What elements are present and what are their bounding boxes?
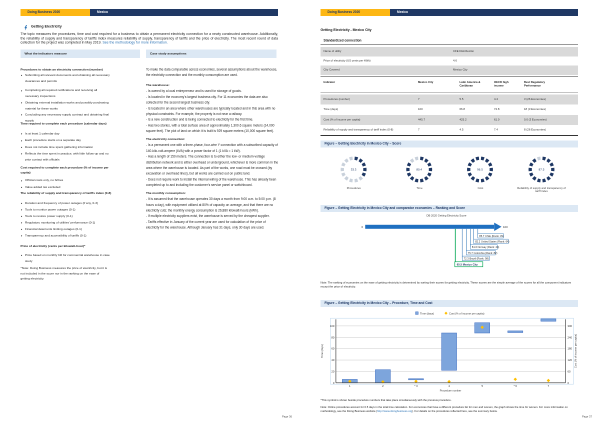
svg-text:0: 0 [568, 381, 570, 385]
svg-text:* 3: * 3 [414, 384, 418, 388]
svg-text:60: 60 [568, 369, 571, 373]
svg-text:100: 100 [503, 225, 508, 229]
svg-text:5: 5 [481, 384, 483, 388]
svg-text:1: 1 [349, 384, 351, 388]
svg-text:120: 120 [568, 358, 573, 362]
svg-text:80.4: 80.4 [416, 168, 422, 172]
svg-text:Cost (% of income per capita): Cost (% of income per capita) [449, 311, 485, 315]
svg-text:60: 60 [331, 347, 334, 351]
svg-text:0: 0 [333, 381, 335, 385]
svg-text:80: 80 [331, 335, 334, 339]
svg-text:85.7 Chile (Rank: 39): 85.7 Chile (Rank: 39) [479, 234, 504, 238]
svg-text:0: 0 [361, 225, 363, 229]
svg-text:240: 240 [568, 335, 573, 339]
svg-text:72.3 Brazil (Rank: 98): 72.3 Brazil (Rank: 98) [464, 256, 489, 260]
svg-text:7: 7 [548, 384, 550, 388]
svg-text:96.5: 96.5 [477, 168, 483, 172]
svg-text:* 6: * 6 [514, 384, 518, 388]
svg-text:Time (days): Time (days) [320, 344, 324, 358]
svg-text:300: 300 [568, 324, 573, 328]
svg-text:4: 4 [448, 384, 450, 388]
svg-text:87.5: 87.5 [539, 168, 545, 172]
svg-text:100: 100 [330, 324, 335, 328]
svg-text:40: 40 [331, 358, 334, 362]
svg-text:82.2 United States (Rank: 64): 82.2 United States (Rank: 64) [475, 239, 509, 243]
svg-text:65.5 Mexico City: 65.5 Mexico City [457, 262, 478, 266]
svg-text:20: 20 [331, 369, 334, 373]
svg-text:180: 180 [568, 347, 573, 351]
svg-text:75.7 Colombia (Rank: 82): 75.7 Colombia (Rank: 82) [468, 251, 498, 255]
svg-text:33.3: 33.3 [351, 168, 357, 172]
svg-text:Procedure number: Procedure number [440, 389, 462, 393]
svg-text:Cost (% of income per capita): Cost (% of income per capita) [574, 334, 578, 368]
svg-text:DB 2020 Getting Electricity Sc: DB 2020 Getting Electricity Score [427, 214, 467, 218]
svg-text:2: 2 [382, 384, 384, 388]
svg-text:Time (days): Time (days) [420, 311, 434, 315]
svg-text:81.6 Norway (Rank: 44): 81.6 Norway (Rank: 44) [472, 245, 500, 249]
